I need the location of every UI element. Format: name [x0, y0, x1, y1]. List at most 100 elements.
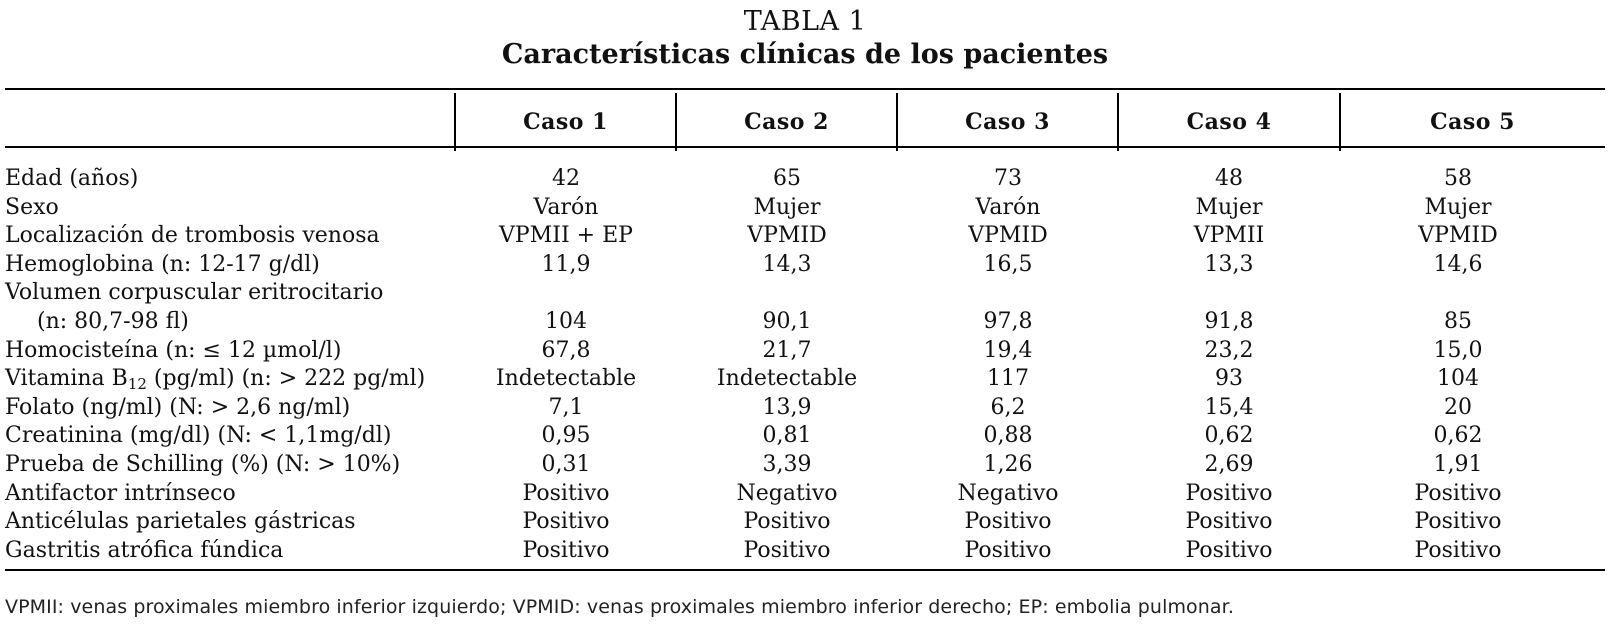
cell: 15,0	[1433, 337, 1483, 363]
row-label: Gastritis atrófica fúndica	[5, 537, 284, 563]
cell: 0,81	[762, 423, 812, 449]
cell: Mujer	[1424, 194, 1492, 220]
cell: 21,7	[762, 337, 812, 363]
cell: Positivo	[522, 509, 610, 535]
table-row: Vitamina B12 (pg/ml) (n: > 222 pg/ml) In…	[5, 365, 1605, 394]
row-label: Folato (ng/ml) (N: > 2,6 ng/ml)	[5, 394, 351, 420]
row-label: Homocisteína (n: ≤ 12 µmol/l)	[5, 337, 342, 363]
cell: Positivo	[964, 537, 1052, 563]
cell: Positivo	[522, 480, 610, 506]
column-header-caso-3: Caso 3	[965, 109, 1050, 135]
cell: VPMII	[1193, 223, 1265, 249]
cell: VPMID	[1418, 223, 1498, 249]
row-label-line-1: Volumen corpuscular eritrocitario	[5, 280, 384, 306]
table-row: Sexo Varón Mujer Varón Mujer Mujer	[5, 194, 1605, 223]
cell: 0,31	[541, 451, 591, 477]
cell: 67,8	[541, 337, 591, 363]
cell: Positivo	[1185, 509, 1273, 535]
table-heading: TABLA 1 Características clínicas de los …	[0, 6, 1610, 72]
table-row: Hemoglobina (n: 12-17 g/dl) 11,9 14,3 16…	[5, 251, 1605, 280]
cell: Varón	[533, 194, 599, 220]
cell: 85	[1444, 308, 1472, 334]
top-rule	[5, 88, 1605, 90]
cell: 73	[994, 166, 1022, 191]
cell: 1,91	[1433, 451, 1483, 477]
table-header-row: Caso 1 Caso 2 Caso 3 Caso 4 Caso 5	[5, 93, 1605, 151]
table-footnote: VPMII: venas proximales miembro inferior…	[5, 596, 1234, 618]
cell: 97,8	[983, 308, 1033, 334]
cell: Indetectable	[495, 366, 637, 392]
row-label: Creatinina (mg/dl) (N: < 1,1mg/dl)	[5, 423, 392, 449]
cell: VPMID	[968, 223, 1048, 249]
cell: 14,3	[762, 251, 812, 277]
cell: 117	[987, 366, 1029, 392]
cell: 93	[1215, 366, 1243, 392]
header-divider	[896, 93, 898, 151]
cell: Positivo	[743, 509, 831, 535]
header-divider	[675, 93, 677, 151]
cell: 0,62	[1204, 423, 1254, 449]
cell: Negativo	[736, 480, 838, 506]
table-body: Edad (años) 42 65 73 48 58 Sexo Varón Mu…	[5, 165, 1605, 565]
cell: 0,88	[983, 423, 1033, 449]
cell: 0,95	[541, 423, 591, 449]
row-label-subscript: 12	[127, 375, 147, 394]
bottom-rule	[5, 569, 1605, 571]
cell: 0,62	[1433, 423, 1483, 449]
cell: VPMID	[747, 223, 827, 249]
cell: Positivo	[964, 509, 1052, 535]
cell: 1,26	[983, 451, 1033, 477]
cell: 42	[552, 166, 580, 191]
cell: Positivo	[1185, 480, 1273, 506]
row-label-text: Vitamina B	[5, 366, 128, 392]
cell: Positivo	[743, 537, 831, 563]
cell: 11,9	[541, 251, 591, 277]
row-label: Hemoglobina (n: 12-17 g/dl)	[5, 251, 320, 277]
cell: Positivo	[1414, 537, 1502, 563]
table-number: TABLA 1	[743, 6, 867, 37]
table-row: Gastritis atrófica fúndica Positivo Posi…	[5, 537, 1605, 566]
cell: 48	[1215, 166, 1243, 191]
table-row: Antifactor intrínseco Positivo Negativo …	[5, 480, 1605, 509]
cell: 15,4	[1204, 394, 1254, 420]
cell: Mujer	[1195, 194, 1263, 220]
row-label: Vitamina B12 (pg/ml) (n: > 222 pg/ml)	[5, 365, 425, 394]
row-label: Localización de trombosis venosa	[5, 223, 380, 249]
cell: VPMII + EP	[499, 223, 633, 249]
table-row: Creatinina (mg/dl) (N: < 1,1mg/dl) 0,95 …	[5, 422, 1605, 451]
row-label: Anticélulas parietales gástricas	[5, 509, 356, 535]
cell: 13,9	[762, 394, 812, 420]
table-row: Prueba de Schilling (%) (N: > 10%) 0,31 …	[5, 451, 1605, 480]
cell: 2,69	[1204, 451, 1254, 477]
cell: Positivo	[1185, 537, 1273, 563]
table-row: Localización de trombosis venosa VPMII +…	[5, 222, 1605, 251]
cell: Varón	[975, 194, 1041, 220]
row-label-line-2: (n: 80,7-98 fl)	[37, 308, 189, 334]
cell: 23,2	[1204, 337, 1254, 363]
row-label-text: (pg/ml) (n: > 222 pg/ml)	[146, 366, 426, 392]
column-header-caso-5: Caso 5	[1430, 109, 1515, 135]
row-label: Prueba de Schilling (%) (N: > 10%)	[5, 451, 401, 477]
header-divider	[1117, 93, 1119, 151]
cell: 90,1	[762, 308, 812, 334]
cell: Negativo	[957, 480, 1059, 506]
cell: Indetectable	[716, 366, 858, 392]
table-title: Características clínicas de los paciente…	[501, 39, 1109, 70]
column-header-caso-2: Caso 2	[744, 109, 829, 135]
cell: Positivo	[522, 537, 610, 563]
table-row: Folato (ng/ml) (N: > 2,6 ng/ml) 7,1 13,9…	[5, 394, 1605, 423]
column-header-caso-4: Caso 4	[1186, 109, 1272, 135]
cell: 16,5	[983, 251, 1033, 277]
table-row: Edad (años) 42 65 73 48 58	[5, 165, 1605, 194]
row-label: Sexo	[5, 194, 59, 220]
cell: 14,6	[1433, 251, 1483, 277]
header-divider	[454, 93, 456, 151]
cell: 6,2	[990, 394, 1026, 420]
cell: Positivo	[1414, 480, 1502, 506]
cell: 104	[1437, 366, 1479, 392]
cell: Mujer	[753, 194, 821, 220]
cell: Positivo	[1414, 509, 1502, 535]
header-bottom-rule	[5, 146, 1605, 148]
cell: 65	[773, 166, 801, 191]
cell: 104	[545, 308, 587, 334]
